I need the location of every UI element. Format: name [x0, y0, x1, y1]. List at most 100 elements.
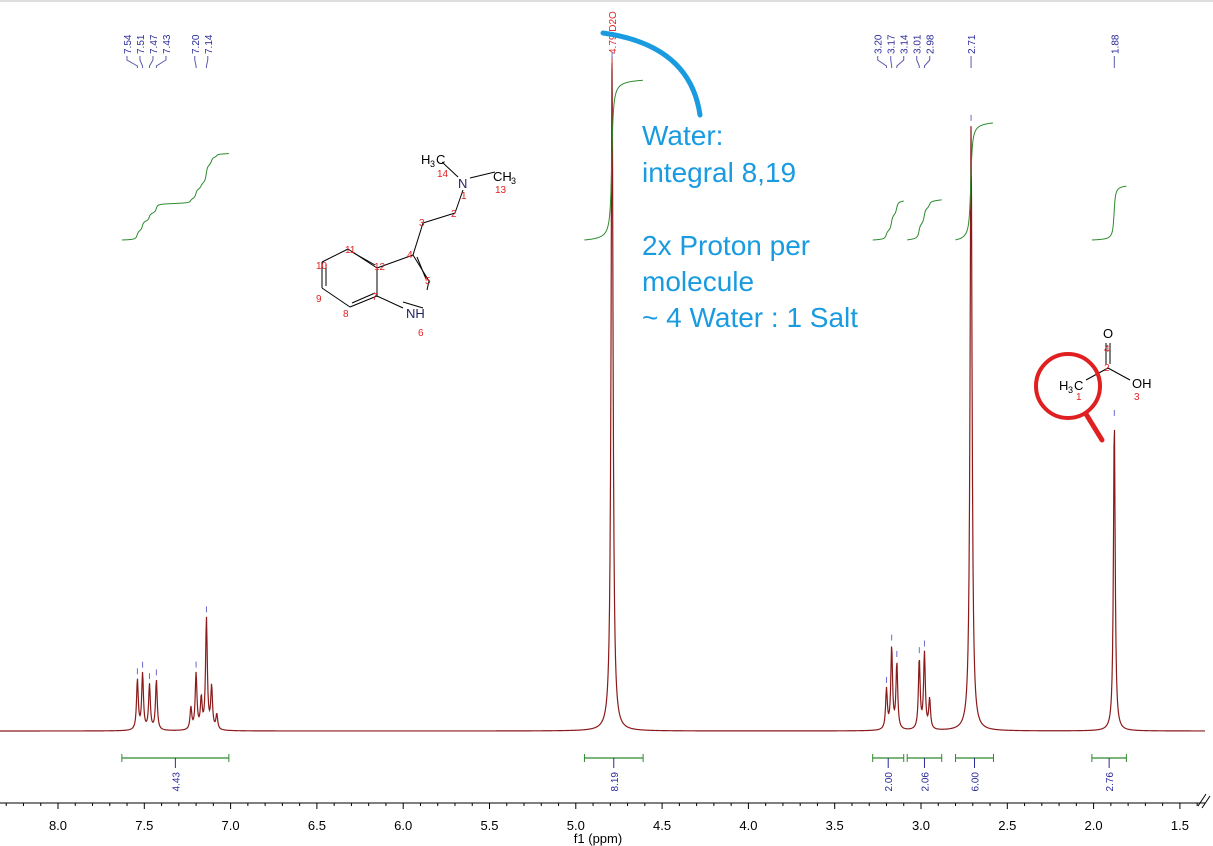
peak-label-text: 7.14	[204, 34, 215, 54]
peak-label-text: 2.98	[926, 34, 937, 54]
subscript: 3	[511, 176, 516, 186]
x-tick-label: 3.5	[826, 818, 844, 833]
integral-marker-4: 6.00	[955, 754, 994, 791]
peak-label-text: 3.17	[887, 34, 898, 54]
bond	[376, 254, 414, 269]
x-tick-label: 2.5	[998, 818, 1016, 833]
peak-label: 3.14	[896, 34, 911, 657]
peak-label: 7.20	[191, 34, 202, 668]
atom-number: 9	[316, 294, 322, 305]
peak-label-connector	[877, 56, 887, 68]
bond	[402, 301, 424, 309]
x-tick-label: 3.0	[912, 818, 930, 833]
atom-h3c: H	[421, 152, 430, 167]
peak-label: 4.79 D2O	[608, 11, 619, 68]
integral-marker-5: 2.76	[1091, 754, 1127, 792]
atom-n: N	[458, 176, 467, 191]
peak-label-text: 3.20	[874, 34, 885, 54]
integral-value: 2.06	[920, 772, 931, 792]
annotation-protons: 2x Proton per	[642, 230, 811, 261]
x-tick-label: 5.0	[567, 818, 585, 833]
peak-label-connector	[139, 56, 144, 68]
peak-label-connector	[205, 56, 209, 68]
x-tick-label: 1.5	[1171, 818, 1189, 833]
atom-number: 7	[372, 292, 378, 303]
integral-marker-0: 4.43	[121, 754, 230, 792]
atom-number: 2	[451, 209, 457, 220]
subscript: 3	[430, 159, 435, 169]
x-tick-label: 8.0	[49, 818, 67, 833]
annotation-arrow	[600, 30, 703, 118]
bond	[426, 280, 430, 291]
peak-label: 7.54	[123, 34, 138, 675]
atom-number: 4	[1104, 344, 1110, 355]
atom-nh: NH	[406, 306, 425, 321]
peak-label: 7.47	[149, 34, 160, 680]
peak-label-text: 7.20	[191, 34, 202, 54]
bond	[441, 161, 459, 178]
integral-marker-1: 8.19	[583, 754, 644, 792]
top-border	[0, 0, 1213, 2]
peak-label-connector	[890, 56, 893, 68]
integral-curve-2	[872, 200, 904, 241]
peak-label-text: 3.14	[900, 34, 911, 54]
bond	[321, 248, 349, 263]
highlight-circle	[1034, 352, 1102, 420]
integral-curve-5	[1091, 185, 1127, 241]
peak-label-connector	[126, 56, 138, 68]
atom-number: 1	[461, 191, 467, 202]
x-tick-label: 4.5	[653, 818, 671, 833]
peak-label: 3.17	[887, 34, 898, 641]
annotation-ratio: ~ 4 Water : 1 Salt	[642, 302, 859, 333]
atom-number: 14	[437, 169, 449, 180]
integral-curve-4	[955, 122, 994, 241]
x-tick-label: 7.5	[135, 818, 153, 833]
integral-marker-3: 2.06	[906, 754, 943, 792]
integral-curve-1	[584, 79, 643, 241]
integral-value: 2.00	[884, 772, 895, 792]
atom-h3c: C	[1074, 378, 1083, 393]
bond	[412, 222, 424, 256]
atom-number: 3	[1134, 392, 1140, 403]
atom-number: 1	[1076, 392, 1082, 403]
x-axis-label: f1 (ppm)	[574, 831, 622, 846]
integral-value: 4.43	[171, 772, 182, 792]
bond	[469, 171, 496, 179]
annotation-molecule: molecule	[642, 266, 755, 297]
integral-curve-0	[121, 153, 229, 241]
annotation-integral: integral 8,19	[642, 157, 797, 188]
peak-label: 2.98	[923, 34, 937, 647]
peak-label: 7.51	[136, 34, 147, 668]
x-tick-label: 7.0	[222, 818, 240, 833]
integral-value: 8.19	[610, 772, 621, 792]
atom-number: 6	[418, 328, 424, 339]
atom-h3c: H	[1059, 378, 1068, 393]
annotation-water: Water:	[642, 120, 724, 151]
peak-label-text: 7.51	[136, 34, 147, 54]
atom-number: 8	[343, 309, 349, 320]
atom-o: O	[1103, 326, 1113, 341]
x-tick-label: 4.0	[739, 818, 757, 833]
peak-label-connector	[194, 56, 197, 68]
integral-value: 2.76	[1105, 772, 1116, 792]
double-bond	[416, 256, 427, 280]
double-bond	[351, 292, 376, 304]
peak-label-text: 7.54	[123, 34, 134, 54]
atom-number: 13	[495, 185, 507, 196]
peak-label-connector	[923, 56, 931, 68]
integral-marker-2: 2.00	[872, 754, 905, 792]
bond	[349, 295, 378, 308]
peak-label-text: 7.47	[149, 34, 160, 54]
peak-label-connector	[896, 56, 905, 68]
atom-ch3: CH	[493, 169, 512, 184]
axis-break-icon	[1197, 793, 1211, 809]
atom-number: 3	[419, 218, 425, 229]
double-bond	[351, 251, 376, 266]
x-tick-label: 2.0	[1085, 818, 1103, 833]
peak-label: 3.20	[874, 34, 887, 683]
bond	[376, 295, 404, 309]
bond	[321, 287, 351, 308]
